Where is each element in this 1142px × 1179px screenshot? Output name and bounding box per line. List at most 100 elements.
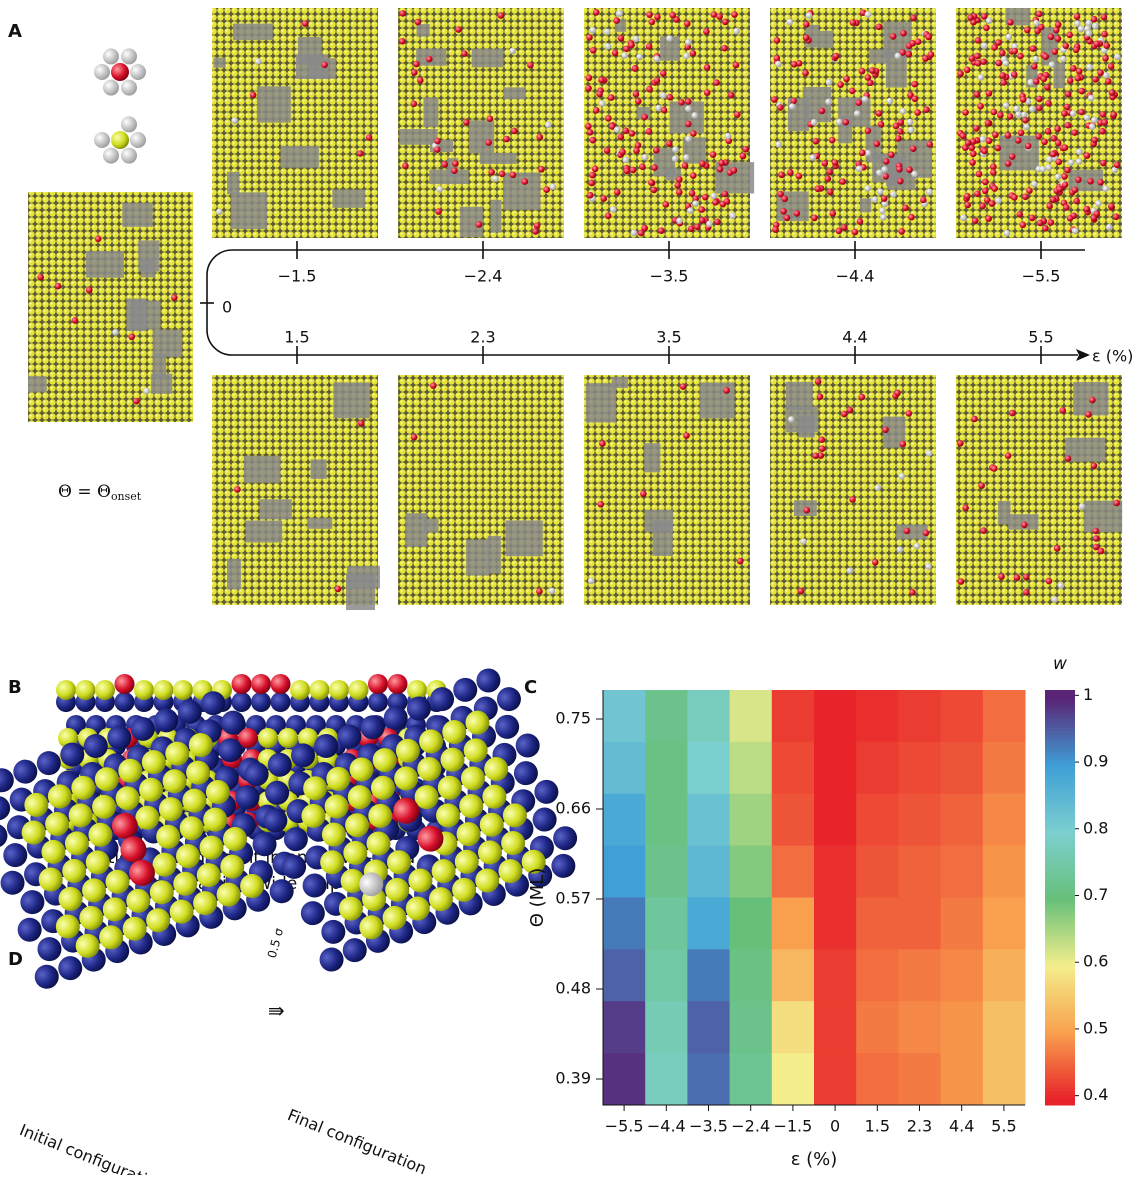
sphere — [910, 15, 917, 22]
sphere — [121, 116, 137, 132]
vacancy — [818, 31, 833, 48]
heatmap-cell — [730, 949, 773, 1001]
sphere — [434, 146, 441, 153]
sphere — [585, 85, 592, 92]
sphere — [890, 191, 897, 198]
sphere — [651, 187, 658, 194]
colorbar-step — [1045, 863, 1075, 867]
sphere — [894, 390, 901, 397]
heatmap-cell — [983, 1001, 1026, 1053]
vacancy — [799, 416, 815, 438]
sphere — [978, 482, 985, 489]
sphere — [1106, 224, 1113, 231]
sphere — [826, 79, 833, 86]
vacancy — [424, 519, 439, 533]
sphere — [1095, 200, 1102, 207]
sphere — [1087, 178, 1094, 185]
sphere — [115, 692, 135, 712]
sphere — [928, 51, 935, 58]
sphere — [1103, 42, 1110, 49]
panel-label: D — [8, 949, 23, 970]
heatmap-cell — [772, 742, 815, 794]
colorbar-step — [1045, 776, 1075, 780]
sphere — [415, 19, 422, 26]
colorbar-step — [1045, 946, 1075, 950]
sphere — [878, 121, 885, 128]
vacancy — [346, 574, 375, 610]
tick-label: 5.5 — [1028, 328, 1053, 347]
sphere — [623, 168, 630, 175]
sphere — [646, 86, 653, 93]
sphere — [660, 70, 667, 77]
sphere — [1003, 102, 1010, 109]
sphere — [592, 165, 599, 172]
heatmap-cell — [941, 846, 984, 898]
sphere — [128, 334, 135, 341]
sphere — [1056, 186, 1063, 193]
sphere — [790, 98, 797, 105]
sphere — [130, 132, 146, 148]
heatmap-cell — [898, 1001, 941, 1053]
sphere — [1036, 105, 1043, 112]
sphere — [1020, 96, 1027, 103]
sphere — [864, 185, 871, 192]
sphere — [619, 149, 626, 156]
colorbar-step — [1045, 839, 1075, 843]
colorbar-step — [1045, 752, 1075, 756]
sphere — [855, 99, 862, 106]
heatmap-cell — [856, 949, 899, 1001]
sphere — [527, 62, 534, 69]
sphere — [915, 38, 922, 45]
colorbar-step — [1045, 759, 1075, 763]
sphere — [895, 135, 902, 142]
sphere — [10, 756, 41, 787]
sphere — [121, 80, 137, 96]
sphere — [633, 147, 640, 154]
sphere — [1085, 20, 1092, 27]
sphere — [411, 69, 418, 76]
heatmap-cell — [814, 898, 857, 950]
sphere — [0, 840, 31, 871]
heatmap-cell — [856, 1001, 899, 1053]
sphere — [676, 176, 683, 183]
heatmap-cell — [645, 1053, 688, 1105]
sphere — [960, 133, 967, 140]
sphere — [997, 112, 1004, 119]
heatmap-cell — [856, 690, 899, 742]
sphere — [1072, 187, 1079, 194]
sphere — [629, 130, 636, 137]
vacancy — [503, 173, 540, 210]
sphere — [1029, 215, 1036, 222]
sphere — [587, 129, 594, 136]
colorbar-step — [1045, 721, 1075, 725]
heatmap-cell — [983, 742, 1026, 794]
sphere — [349, 680, 369, 700]
sphere — [1058, 582, 1065, 589]
sphere — [492, 175, 499, 182]
colorbar-step — [1045, 835, 1075, 839]
sphere — [1015, 137, 1022, 144]
sphere — [503, 136, 510, 143]
sphere — [297, 898, 328, 929]
sphere — [596, 91, 603, 98]
sphere — [452, 160, 459, 167]
sphere — [1020, 222, 1027, 229]
sphere — [488, 169, 495, 176]
sphere — [512, 730, 543, 761]
sphere — [0, 867, 28, 898]
colorbar-step — [1045, 884, 1075, 888]
sphere — [678, 99, 685, 106]
sphere — [794, 210, 801, 217]
heatmap-cell — [645, 846, 688, 898]
sphere — [856, 165, 863, 172]
sphere — [778, 172, 785, 179]
sphere — [55, 953, 86, 984]
coordination-icons — [94, 48, 146, 163]
sphere — [593, 107, 600, 114]
sphere — [586, 75, 593, 82]
sphere — [1045, 164, 1052, 171]
sphere — [651, 164, 658, 171]
sphere — [977, 103, 984, 110]
sphere — [450, 674, 481, 705]
sphere — [640, 490, 647, 497]
